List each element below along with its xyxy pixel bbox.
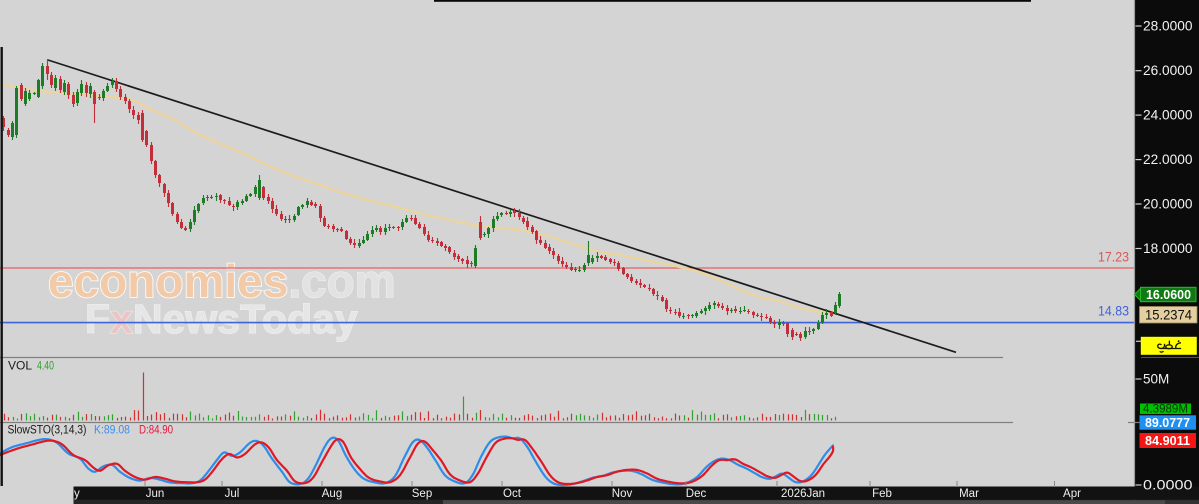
svg-text:4.40: 4.40 bbox=[37, 359, 54, 373]
svg-text:economies.com: economies.com bbox=[48, 255, 396, 307]
svg-text:Jun: Jun bbox=[146, 488, 165, 500]
svg-text:Nov: Nov bbox=[612, 488, 633, 500]
svg-text:16.0600: 16.0600 bbox=[1146, 287, 1191, 302]
svg-text:84.9011: 84.9011 bbox=[1145, 433, 1190, 448]
svg-text:24.0000: 24.0000 bbox=[1143, 108, 1193, 123]
svg-text:2026Jan: 2026Jan bbox=[781, 488, 825, 500]
svg-text:Feb: Feb bbox=[872, 488, 892, 500]
svg-text:18.0000: 18.0000 bbox=[1143, 241, 1193, 256]
svg-text:28.0000: 28.0000 bbox=[1143, 19, 1193, 34]
svg-text:FxNewsToday: FxNewsToday bbox=[85, 296, 358, 342]
svg-text:Sep: Sep bbox=[412, 488, 432, 500]
svg-text:22.0000: 22.0000 bbox=[1143, 152, 1193, 167]
svg-text:K:89.08: K:89.08 bbox=[94, 425, 130, 437]
svg-text:4.3989M: 4.3989M bbox=[1143, 404, 1188, 416]
svg-text:Jul: Jul bbox=[225, 488, 240, 500]
svg-text:Aug: Aug bbox=[322, 488, 342, 500]
svg-text:y: y bbox=[74, 488, 80, 500]
svg-text:20.0000: 20.0000 bbox=[1143, 197, 1193, 212]
svg-text:SlowSTO(3,14,3): SlowSTO(3,14,3) bbox=[8, 425, 87, 437]
svg-text:26.0000: 26.0000 bbox=[1143, 63, 1193, 78]
svg-text:89.0777: 89.0777 bbox=[1145, 415, 1190, 430]
svg-text:Oct: Oct bbox=[503, 488, 522, 500]
svg-text:15.2374: 15.2374 bbox=[1145, 308, 1192, 323]
svg-text:VOL: VOL bbox=[8, 359, 32, 373]
svg-text:0.0000: 0.0000 bbox=[1143, 478, 1193, 493]
svg-text:Apr: Apr bbox=[1063, 488, 1081, 500]
svg-text:17.23: 17.23 bbox=[1098, 250, 1129, 265]
svg-text:14.83: 14.83 bbox=[1098, 304, 1129, 319]
svg-text:50M: 50M bbox=[1143, 372, 1169, 387]
svg-text:Mar: Mar bbox=[959, 488, 979, 500]
svg-text:Dec: Dec bbox=[686, 488, 707, 500]
svg-text:D:84.90: D:84.90 bbox=[139, 425, 173, 437]
